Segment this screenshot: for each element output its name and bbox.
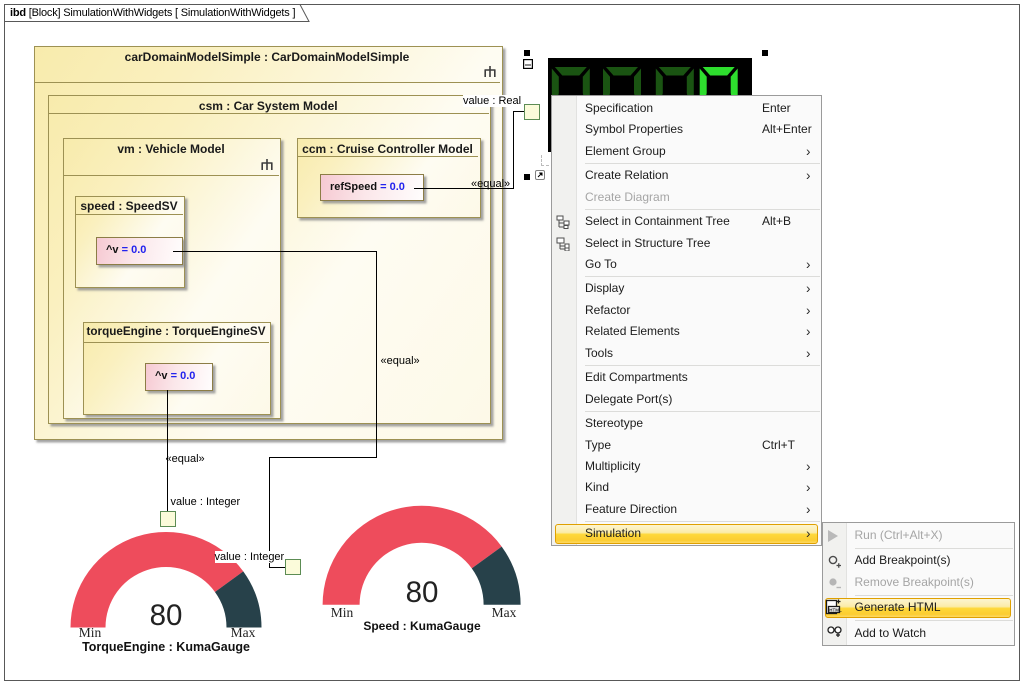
svg-text:HTML: HTML [829, 607, 842, 612]
